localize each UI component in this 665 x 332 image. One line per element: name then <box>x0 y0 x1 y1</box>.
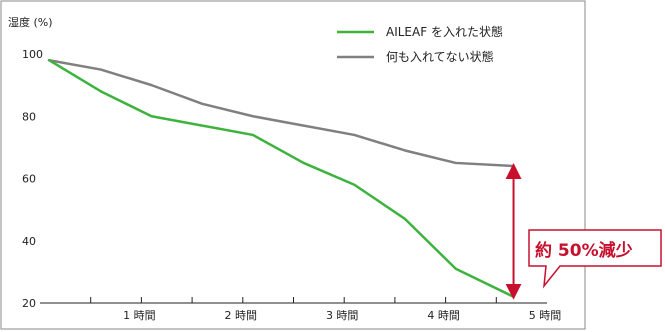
x-tick-label: 4 時間 <box>427 309 460 322</box>
y-tick-label: 40 <box>22 235 36 248</box>
x-tick-label: 5 時間 <box>529 309 562 322</box>
y-tick-label: 20 <box>22 297 36 310</box>
y-tick-label: 100 <box>22 48 43 61</box>
y-axis-title: 湿度 (%) <box>8 15 53 29</box>
y-tick-label: 80 <box>22 110 36 123</box>
series-line-nothing <box>47 58 515 168</box>
series-line-aileaf <box>47 58 515 299</box>
reduction-annotation: 約 50%減少 <box>505 163 662 300</box>
y-tick-group: 100 80 60 40 20 <box>22 48 43 310</box>
x-tick-label: 2 時間 <box>225 309 258 322</box>
legend-label-aileaf: AILEAF を入れた状態 <box>386 24 503 39</box>
legend-label-nothing: 何も入れてない状態 <box>386 49 494 64</box>
series-layer <box>47 58 515 299</box>
x-tick-group: 1 時間 2 時間 3 時間 4 時間 5 時間 <box>90 297 562 322</box>
x-tick-label: 3 時間 <box>326 309 359 322</box>
callout-text: 約 50%減少 <box>535 240 633 261</box>
x-tick-label: 1 時間 <box>123 309 156 322</box>
y-tick-label: 60 <box>22 173 36 186</box>
callout-bubble <box>528 229 662 289</box>
chart-frame <box>0 0 586 330</box>
legend: AILEAF を入れた状態 何も入れてない状態 <box>337 24 503 64</box>
